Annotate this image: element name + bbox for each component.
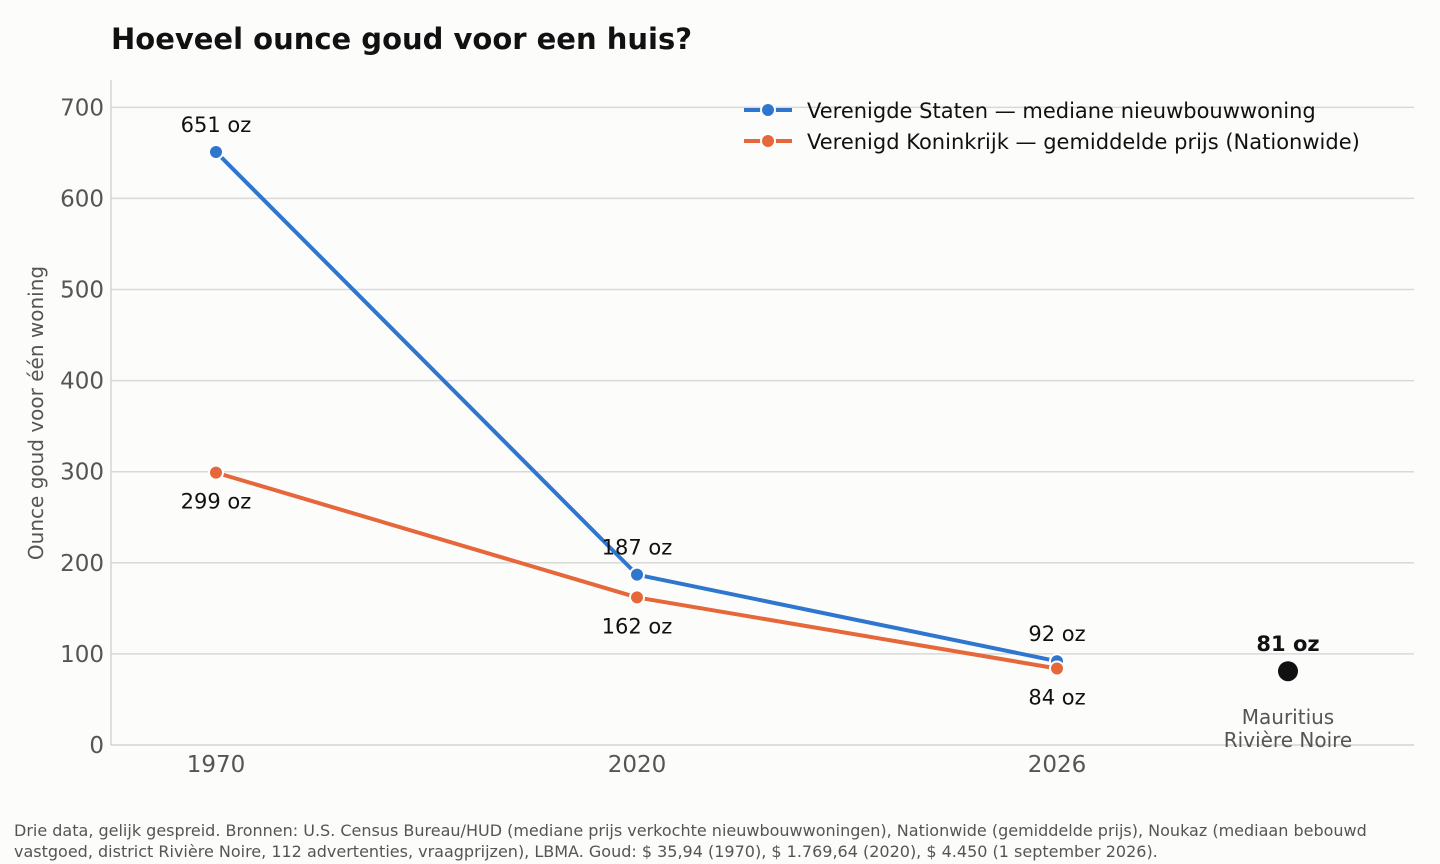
chart-title: Hoeveel ounce goud voor een huis? — [111, 22, 692, 56]
series-line — [214, 150, 1058, 664]
y-tick-label: 100 — [60, 642, 104, 668]
y-tick-labels: 0 100 200 300 400 500 600 700 — [60, 95, 104, 759]
x-tick-labels: 1970 2020 2026 — [187, 752, 1087, 778]
y-tick-label: 400 — [60, 369, 104, 395]
y-tick-label: 0 — [89, 733, 104, 759]
footnote-line-1: Drie data, gelijk gespreid. Bronnen: U.S… — [14, 821, 1367, 840]
data-label: 299 oz — [181, 490, 252, 514]
x-tick-label: 1970 — [187, 752, 246, 778]
y-tick-label: 700 — [60, 95, 104, 121]
legend: Verenigde Staten — mediane nieuwbouwwoni… — [744, 99, 1360, 154]
data-label: 162 oz — [602, 614, 673, 638]
legend-label: Verenigd Koninkrijk — gemiddelde prijs (… — [807, 130, 1360, 154]
data-point — [1049, 660, 1065, 677]
y-tick-label: 600 — [60, 186, 104, 212]
series: 651 oz 187 oz 92 oz 299 oz 162 oz 84 oz — [181, 113, 1086, 710]
data-point — [208, 143, 224, 160]
data-label: 651 oz — [181, 113, 252, 137]
footnote: Drie data, gelijk gespreid. Bronnen: U.S… — [14, 820, 1434, 862]
highlight-category-line-1: Mauritius — [1242, 705, 1334, 729]
data-label: 92 oz — [1028, 622, 1085, 646]
y-tick-label: 500 — [60, 278, 104, 304]
y-tick-label: 200 — [60, 551, 104, 577]
highlight-category-line-2: Rivière Noire — [1224, 728, 1352, 752]
data-point — [629, 589, 645, 606]
highlight-point — [1278, 661, 1298, 682]
legend-swatch-marker — [760, 133, 776, 149]
legend-label: Verenigde Staten — mediane nieuwbouwwoni… — [807, 99, 1316, 123]
data-point — [208, 464, 224, 481]
highlight-label: 81 oz — [1256, 632, 1319, 656]
footnote-line-2: vastgoed, district Rivière Noire, 112 ad… — [14, 842, 1158, 861]
x-tick-label: 2026 — [1028, 752, 1087, 778]
data-point — [629, 566, 645, 583]
data-label: 84 oz — [1028, 685, 1085, 709]
gridlines — [111, 106, 1414, 655]
axes — [110, 80, 1414, 746]
data-label: 187 oz — [602, 536, 673, 560]
legend-swatch-marker — [760, 102, 776, 118]
x-tick-label: 2020 — [608, 752, 667, 778]
y-tick-label: 300 — [60, 460, 104, 486]
y-axis-label: Ounce goud voor één woning — [24, 266, 48, 560]
